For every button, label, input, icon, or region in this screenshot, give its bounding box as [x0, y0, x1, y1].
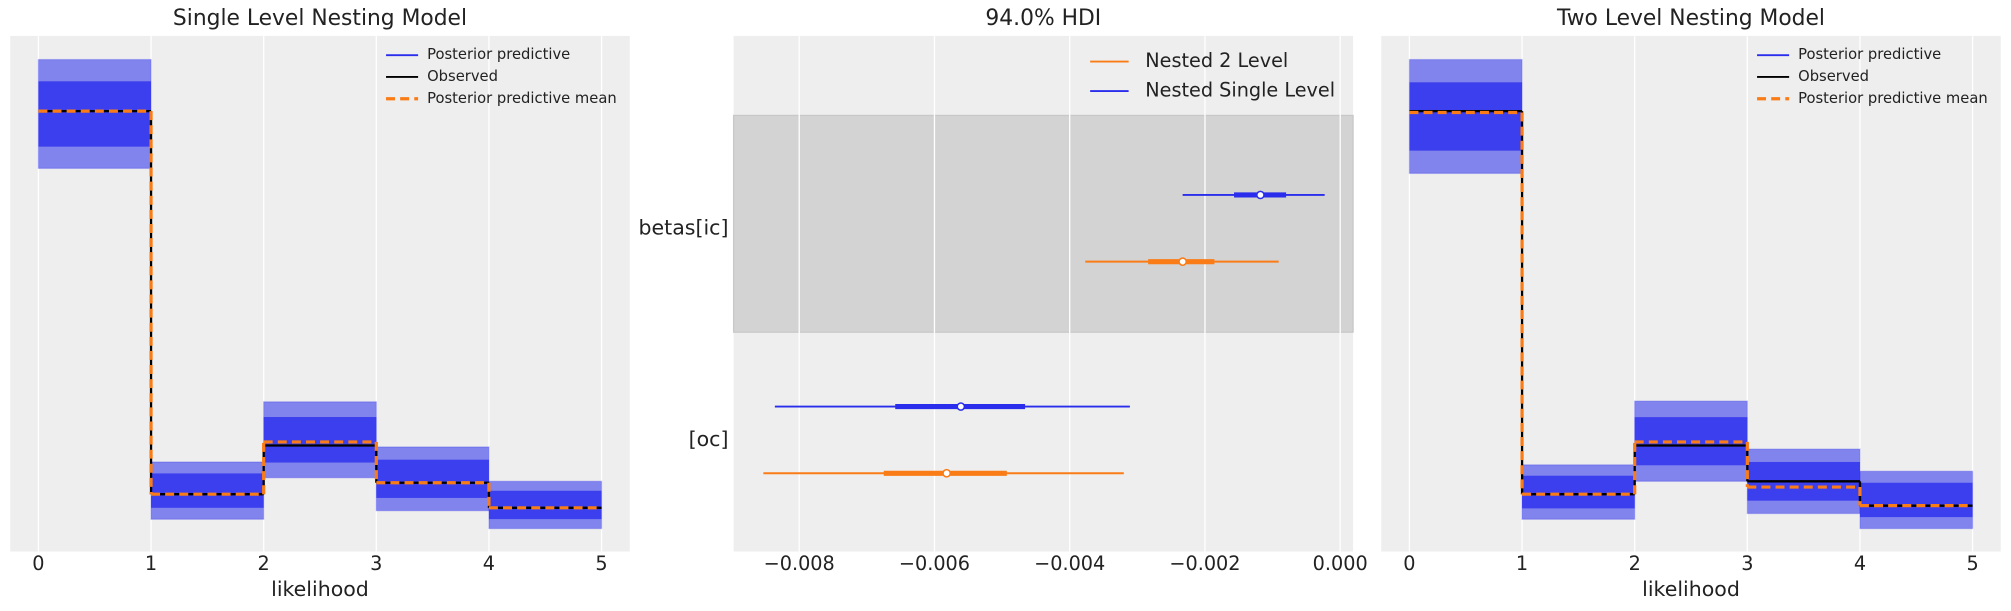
- x-tick-label: −0.008: [764, 552, 835, 575]
- y-tick-label: betas[ic]: [639, 215, 729, 239]
- chart-title: Single Level Nesting Model: [173, 6, 467, 31]
- legend-label: Posterior predictive mean: [1798, 90, 1988, 107]
- mean-point: [1256, 190, 1265, 200]
- x-axis-label: likelihood: [1642, 577, 1740, 601]
- legend-label: Nested 2 Level: [1145, 49, 1288, 72]
- predictive-core: [376, 459, 489, 498]
- predictive-core: [263, 417, 377, 463]
- legend-label: Posterior predictive: [1798, 46, 1941, 63]
- x-tick-label: 4: [483, 552, 495, 575]
- predictive-core: [1409, 82, 1523, 151]
- x-tick-label: −0.004: [1034, 552, 1105, 575]
- x-tick-label: 3: [370, 552, 382, 575]
- legend-label: Observed: [427, 68, 498, 85]
- legend-label: Posterior predictive: [427, 46, 570, 63]
- chart-title: 94.0% HDI: [985, 6, 1101, 31]
- legend-label: Nested Single Level: [1145, 79, 1335, 102]
- x-tick-label: 1: [145, 552, 157, 575]
- legend-label: Observed: [1798, 68, 1869, 85]
- x-tick-label: 2: [1629, 552, 1641, 575]
- mean-point: [942, 468, 951, 478]
- legend-label: Posterior predictive mean: [427, 90, 617, 107]
- x-tick-label: 2: [258, 552, 270, 575]
- x-tick-label: −0.002: [1169, 552, 1240, 575]
- y-tick-label: [oc]: [689, 427, 729, 451]
- mean-point: [956, 402, 966, 411]
- x-tick-label: 4: [1854, 552, 1866, 575]
- x-tick-label: 0.000: [1313, 552, 1368, 575]
- predictive-core: [1522, 475, 1635, 509]
- predictive-core: [1859, 482, 1973, 518]
- x-tick-label: 5: [1966, 552, 1978, 575]
- mean-point: [1178, 257, 1188, 266]
- x-tick-label: 1: [1516, 552, 1528, 575]
- row-shade: [732, 114, 1354, 333]
- predictive-core: [38, 81, 152, 147]
- x-tick-label: 0: [1403, 552, 1415, 575]
- x-tick-label: −0.006: [899, 552, 970, 575]
- predictive-core: [488, 490, 602, 520]
- x-axis-label: likelihood: [271, 577, 369, 601]
- x-tick-label: 5: [595, 552, 607, 575]
- x-tick-label: 3: [1741, 552, 1753, 575]
- x-tick-label: 0: [32, 552, 44, 575]
- chart-title: Two Level Nesting Model: [1556, 6, 1825, 31]
- predictive-core: [151, 473, 264, 508]
